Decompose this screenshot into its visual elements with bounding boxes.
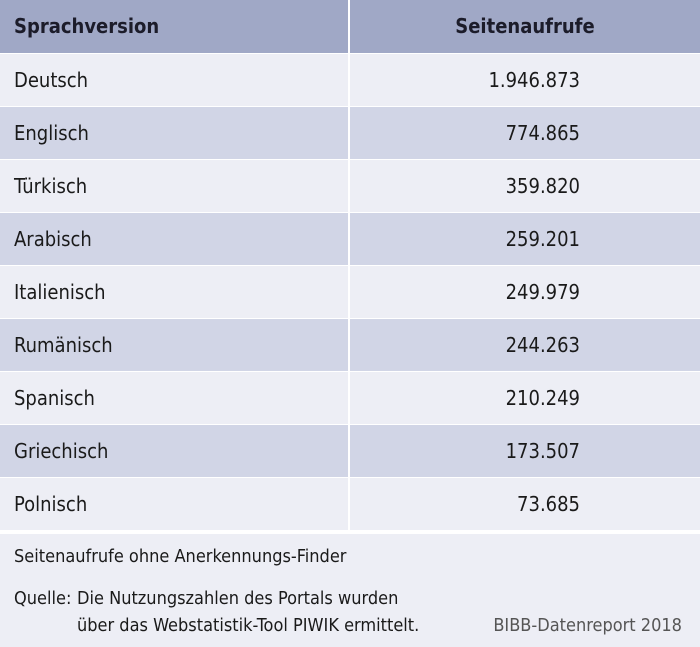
- cell-views: 1.946.873: [349, 53, 700, 106]
- report-credit: BIBB-Datenreport 2018: [493, 615, 682, 636]
- cell-views: 774.865: [349, 106, 700, 159]
- cell-language: Türkisch: [0, 159, 350, 212]
- table-row: Rumänisch 244.263: [0, 318, 700, 371]
- header-language: Sprachversion: [0, 0, 350, 53]
- table-body: Deutsch 1.946.873 Englisch 774.865 Türki…: [0, 53, 700, 530]
- cell-language: Italienisch: [0, 265, 350, 318]
- cell-views: 249.979: [349, 265, 700, 318]
- header-views: Seitenaufrufe: [349, 0, 700, 53]
- header-row: Sprachversion Seitenaufrufe: [0, 0, 700, 53]
- cell-language: Polnisch: [0, 477, 350, 530]
- cell-views: 173.507: [349, 424, 700, 477]
- cell-language: Englisch: [0, 106, 350, 159]
- source-text-line1: Die Nutzungszahlen des Portals wurden: [77, 588, 399, 609]
- cell-language: Spanisch: [0, 371, 350, 424]
- table-header: Sprachversion Seitenaufrufe: [0, 0, 700, 53]
- cell-language: Deutsch: [0, 53, 350, 106]
- table-row: Italienisch 249.979: [0, 265, 700, 318]
- table-row: Türkisch 359.820: [0, 159, 700, 212]
- cell-language: Arabisch: [0, 212, 350, 265]
- cell-views: 244.263: [349, 318, 700, 371]
- cell-language: Griechisch: [0, 424, 350, 477]
- table-row: Griechisch 173.507: [0, 424, 700, 477]
- cell-language: Rumänisch: [0, 318, 350, 371]
- table-row: Englisch 774.865: [0, 106, 700, 159]
- page-views-table: Sprachversion Seitenaufrufe Deutsch 1.94…: [0, 0, 700, 530]
- cell-views: 210.249: [349, 371, 700, 424]
- cell-views: 73.685: [349, 477, 700, 530]
- table-row: Arabisch 259.201: [0, 212, 700, 265]
- source-text-line2: über das Webstatistik-Tool PIWIK ermitte…: [77, 615, 420, 636]
- footnote: Seitenaufrufe ohne Anerkennungs-Finder: [14, 546, 347, 567]
- table-row: Deutsch 1.946.873: [0, 53, 700, 106]
- source-label: Quelle:: [14, 588, 72, 609]
- cell-views: 359.820: [349, 159, 700, 212]
- table-row: Polnisch 73.685: [0, 477, 700, 530]
- table-notes: Seitenaufrufe ohne Anerkennungs-Finder Q…: [0, 532, 700, 647]
- table-row: Spanisch 210.249: [0, 371, 700, 424]
- cell-views: 259.201: [349, 212, 700, 265]
